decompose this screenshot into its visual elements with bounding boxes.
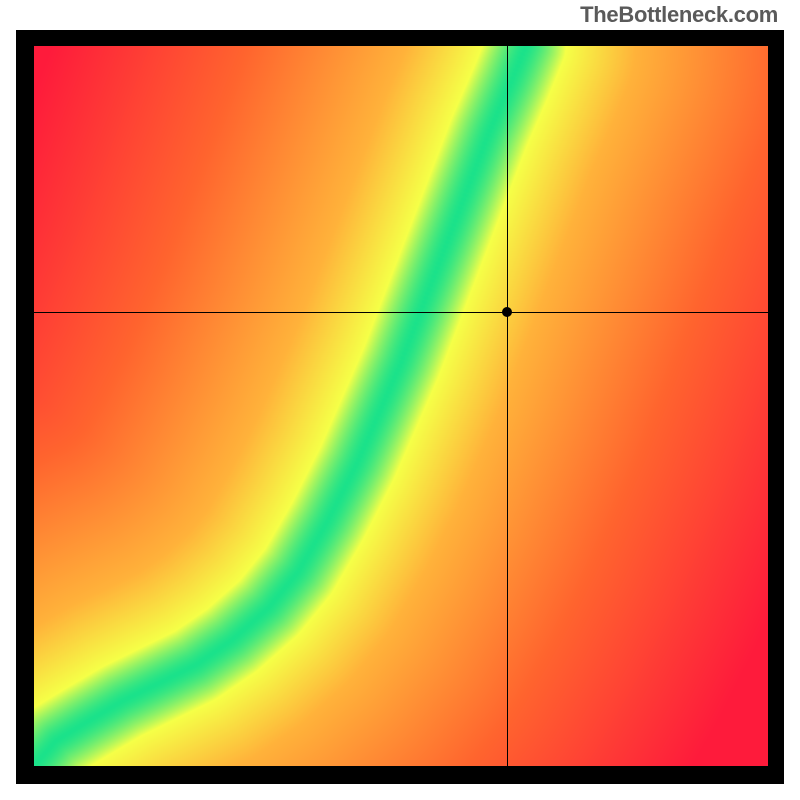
plot-area [34, 46, 768, 766]
chart-frame [16, 30, 784, 784]
heatmap-canvas [34, 46, 768, 766]
crosshair-vertical [507, 46, 508, 766]
stage: TheBottleneck.com [0, 0, 800, 800]
watermark-text: TheBottleneck.com [580, 2, 778, 28]
crosshair-horizontal [34, 312, 768, 313]
